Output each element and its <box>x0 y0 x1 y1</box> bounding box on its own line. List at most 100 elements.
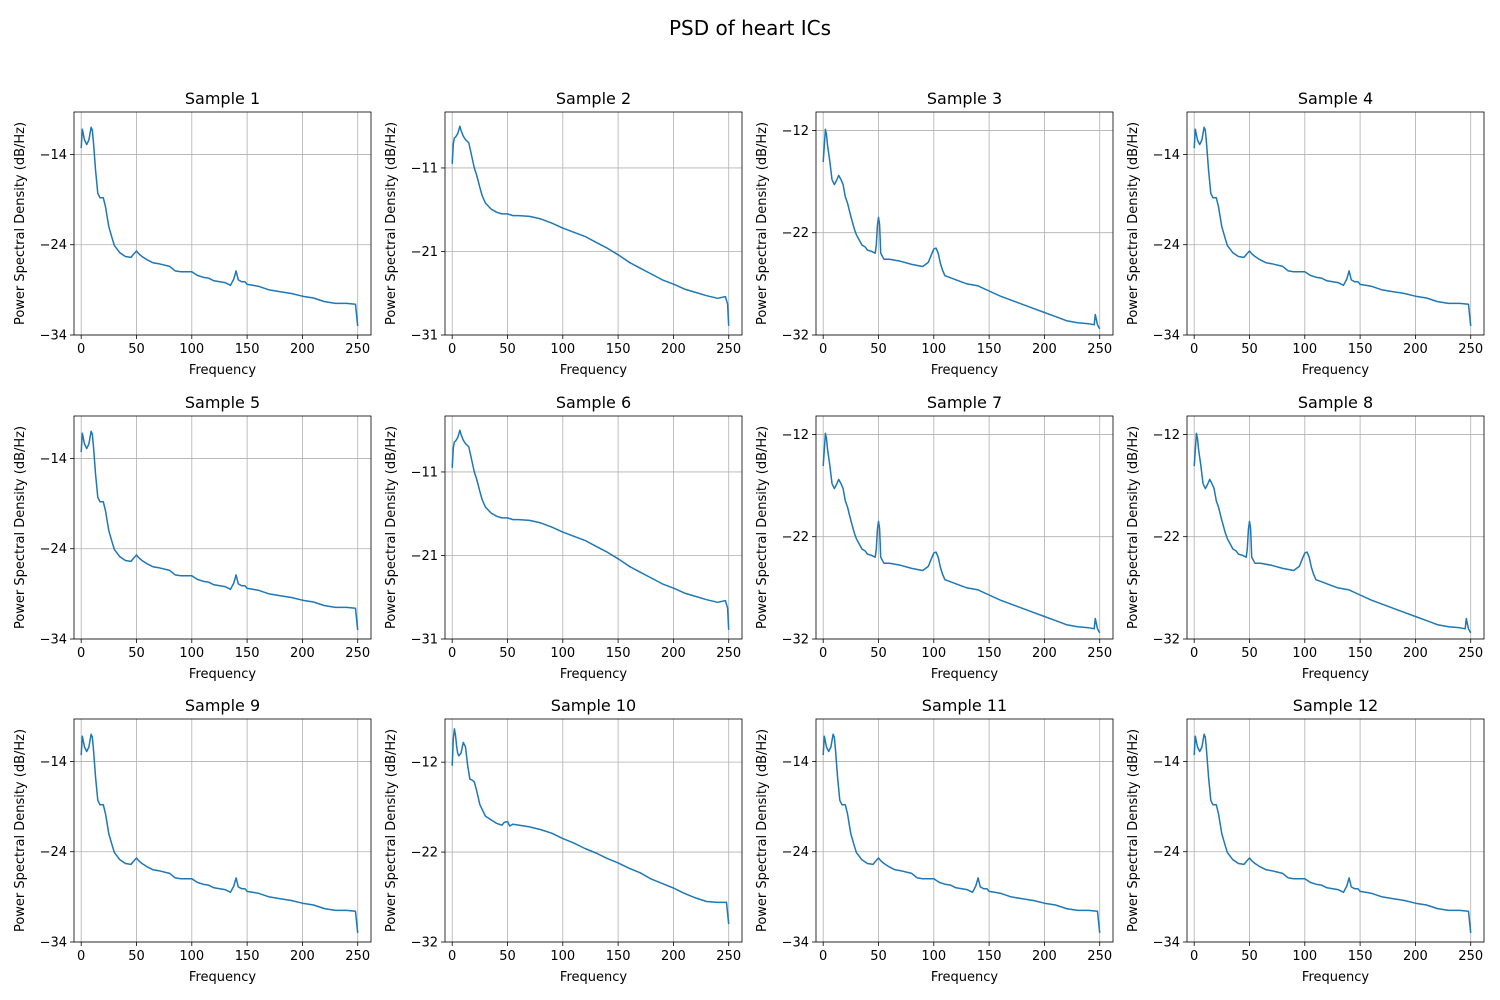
x-tick-label: 200 <box>290 646 315 661</box>
x-axis-label: Frequency <box>1302 363 1369 378</box>
subplot-8: 0 50 100 150 200 250 −12 −22 −32 Sample 8 Frequenc… <box>1126 393 1485 682</box>
x-tick-label: 0 <box>448 342 456 357</box>
x-tick-label: 0 <box>77 342 85 357</box>
subplot-title: Sample 5 <box>185 393 260 412</box>
axes-frame <box>815 111 1114 336</box>
y-tick-label: −21 <box>411 245 438 260</box>
axes-frame <box>73 718 372 943</box>
subplot-title: Sample 3 <box>927 89 1002 108</box>
y-axis-label: Power Spectral Density (dB/Hz) <box>384 122 399 325</box>
x-tick-label: 200 <box>1032 949 1057 964</box>
x-tick-label: 50 <box>128 949 145 964</box>
axes-frame <box>1186 718 1485 943</box>
y-axis-label: Power Spectral Density (dB/Hz) <box>13 426 28 629</box>
y-axis-label: Power Spectral Density (dB/Hz) <box>1126 122 1141 325</box>
y-tick-label: −14 <box>40 755 67 770</box>
x-tick-label: 250 <box>345 646 370 661</box>
x-tick-label: 200 <box>1032 646 1057 661</box>
y-tick-label: −12 <box>411 756 438 771</box>
y-tick-label: −32 <box>782 329 809 344</box>
psd-line-series <box>1193 733 1472 934</box>
x-tick-label: 50 <box>870 949 887 964</box>
axes-frame <box>444 718 743 943</box>
figure-title: PSD of heart ICs <box>668 16 832 40</box>
x-tick-label: 250 <box>1458 342 1483 357</box>
y-tick-label: −12 <box>782 428 809 443</box>
x-tick-label: 0 <box>448 646 456 661</box>
y-tick-label: −14 <box>1153 148 1180 163</box>
x-axis-label: Frequency <box>560 363 627 378</box>
x-tick-label: 200 <box>290 949 315 964</box>
x-axis-label: Frequency <box>1302 667 1369 682</box>
x-tick-label: 100 <box>179 646 204 661</box>
x-axis-label: Frequency <box>931 970 998 985</box>
x-tick-label: 250 <box>716 949 741 964</box>
x-tick-label: 200 <box>1403 342 1428 357</box>
y-tick-label: −22 <box>1153 530 1180 545</box>
x-tick-label: 100 <box>921 342 946 357</box>
subplot-title: Sample 4 <box>1298 89 1373 108</box>
x-tick-label: 250 <box>1087 342 1112 357</box>
x-tick-label: 200 <box>1403 949 1428 964</box>
x-tick-label: 50 <box>128 342 145 357</box>
subplot-11: 0 50 100 150 200 250 −14 −24 −34 Sample 11 Frequen… <box>755 696 1114 985</box>
y-tick-label: −24 <box>1153 238 1180 253</box>
x-tick-label: 150 <box>606 949 631 964</box>
y-tick-label: −24 <box>40 845 67 860</box>
x-tick-label: 150 <box>1348 646 1373 661</box>
y-tick-label: −34 <box>782 936 809 951</box>
x-tick-label: 50 <box>1241 342 1258 357</box>
y-tick-label: −34 <box>1153 936 1180 951</box>
y-tick-label: −11 <box>411 161 438 176</box>
y-axis-label: Power Spectral Density (dB/Hz) <box>1126 729 1141 932</box>
x-tick-label: 100 <box>550 646 575 661</box>
x-tick-label: 150 <box>606 646 631 661</box>
y-axis-label: Power Spectral Density (dB/Hz) <box>384 729 399 932</box>
y-axis-label: Power Spectral Density (dB/Hz) <box>755 729 770 932</box>
x-tick-label: 100 <box>1292 646 1317 661</box>
axes-frame <box>815 415 1114 640</box>
x-axis-label: Frequency <box>189 363 256 378</box>
y-tick-label: −24 <box>40 542 67 557</box>
x-tick-label: 100 <box>179 949 204 964</box>
y-tick-label: −12 <box>1153 428 1180 443</box>
subplot-title: Sample 10 <box>551 696 636 715</box>
x-tick-label: 150 <box>235 646 260 661</box>
y-tick-label: −11 <box>411 465 438 480</box>
psd-line-series <box>451 125 730 326</box>
subplot-title: Sample 8 <box>1298 393 1373 412</box>
x-tick-label: 250 <box>716 646 741 661</box>
subplot-4: 0 50 100 150 200 250 −14 −24 −34 Sample 4 Frequenc… <box>1126 89 1485 378</box>
y-tick-label: −14 <box>1153 755 1180 770</box>
x-tick-label: 0 <box>448 949 456 964</box>
y-tick-label: −34 <box>1153 329 1180 344</box>
x-tick-label: 50 <box>499 342 516 357</box>
x-tick-label: 250 <box>1087 949 1112 964</box>
subplot-3: 0 50 100 150 200 250 −12 −22 −32 Sample 3 Frequenc… <box>755 89 1114 378</box>
y-tick-label: −14 <box>40 452 67 467</box>
axes-frame <box>444 111 743 336</box>
y-tick-label: −34 <box>40 633 67 648</box>
x-tick-label: 250 <box>345 342 370 357</box>
y-tick-label: −32 <box>1153 633 1180 648</box>
x-tick-label: 250 <box>1458 646 1483 661</box>
x-tick-label: 100 <box>1292 342 1317 357</box>
psd-line-series <box>822 432 1101 634</box>
x-tick-label: 0 <box>77 646 85 661</box>
y-tick-label: −34 <box>40 936 67 951</box>
x-tick-label: 150 <box>606 342 631 357</box>
y-axis-label: Power Spectral Density (dB/Hz) <box>13 122 28 325</box>
x-axis-label: Frequency <box>189 667 256 682</box>
axes-frame <box>73 111 372 336</box>
x-tick-label: 0 <box>1190 949 1198 964</box>
x-tick-label: 0 <box>819 949 827 964</box>
psd-line-series <box>451 728 730 925</box>
x-tick-label: 250 <box>1087 646 1112 661</box>
x-tick-label: 150 <box>977 646 1002 661</box>
x-tick-label: 100 <box>179 342 204 357</box>
x-tick-label: 250 <box>1458 949 1483 964</box>
x-tick-label: 50 <box>1241 646 1258 661</box>
y-tick-label: −32 <box>782 633 809 648</box>
x-tick-label: 0 <box>77 949 85 964</box>
